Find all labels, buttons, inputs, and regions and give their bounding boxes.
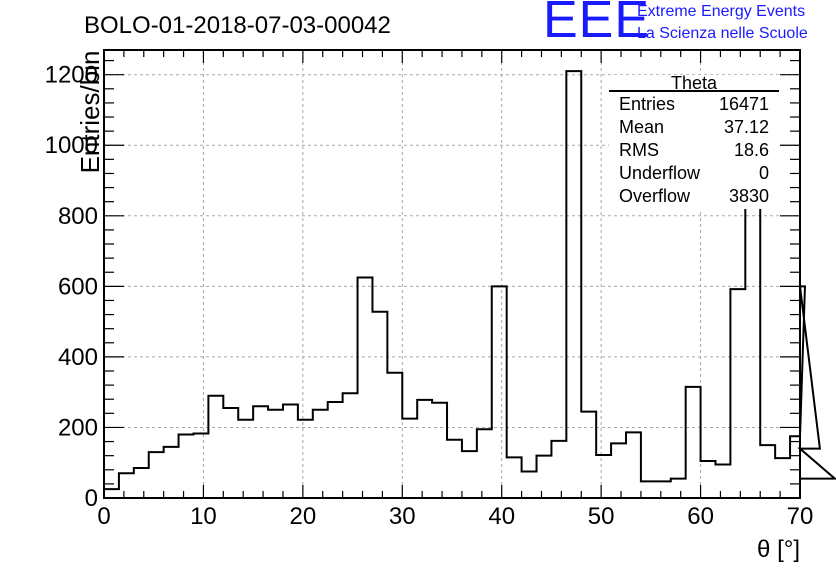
stats-row-label: Overflow xyxy=(619,186,691,206)
x-tick-label: 50 xyxy=(588,503,615,530)
stats-row-value: 16471 xyxy=(719,94,769,114)
stats-row-value: 3830 xyxy=(729,186,769,206)
stats-row-label: RMS xyxy=(619,140,659,160)
x-tick-label: 70 xyxy=(787,503,814,530)
stats-row-label: Entries xyxy=(619,94,675,114)
x-tick-label: 0 xyxy=(97,503,110,530)
y-tick-label: 400 xyxy=(58,344,98,371)
stats-rows: Entries 16471 Mean 37.12 RMS 18.6 Underflow 0 Ov… xyxy=(619,94,769,206)
stats-row-label: Underflow xyxy=(619,163,701,183)
x-tick-label: 10 xyxy=(190,503,217,530)
y-tick-label: 1000 xyxy=(45,132,98,159)
histogram-series xyxy=(103,70,836,498)
x-tick-label: 40 xyxy=(488,503,515,530)
stats-row-value: 0 xyxy=(759,163,769,183)
stats-row-label: Mean xyxy=(619,117,664,137)
chart-title: BOLO-01-2018-07-03-00042 xyxy=(84,12,391,39)
x-tick-label: 60 xyxy=(687,503,714,530)
y-tick-label: 600 xyxy=(58,273,98,300)
x-tick-labels: 0 10 20 30 40 50 60 70 xyxy=(97,503,813,530)
stats-title: Theta xyxy=(671,73,718,93)
y-tick-label: 1200 xyxy=(45,62,98,89)
logo-line-2: La Scienza nelle Scuole xyxy=(637,25,808,42)
eee-logo-mark: EEE xyxy=(543,0,651,49)
stats-box: Theta Entries 16471 Mean 37.12 RMS 18.6 Underf… xyxy=(609,73,779,209)
stats-row-value: 37.12 xyxy=(724,117,769,137)
y-tick-label: 0 xyxy=(85,485,98,512)
stats-box-background xyxy=(609,75,779,209)
y-tick-labels: 0 200 400 600 800 1000 1200 xyxy=(45,62,98,512)
x-axis-label: θ [°] xyxy=(757,536,800,563)
logo-line-1: Extreme Energy Events xyxy=(637,3,806,20)
y-axis-label: Entries/bin xyxy=(75,51,105,174)
y-tick-label: 800 xyxy=(58,203,98,230)
plot-frame xyxy=(103,49,801,499)
stats-row-value: 18.6 xyxy=(734,140,769,160)
x-tick-label: 30 xyxy=(389,503,416,530)
x-tick-label: 20 xyxy=(290,503,317,530)
y-tick-label: 200 xyxy=(58,414,98,441)
